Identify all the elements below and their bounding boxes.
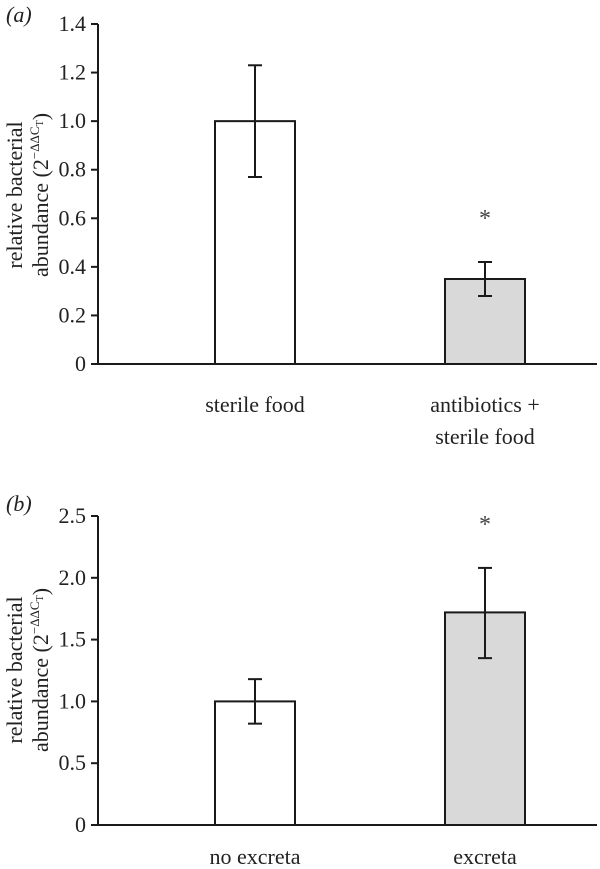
panel-b-significance-marker: * bbox=[479, 512, 491, 538]
panel-b-tick-label: 1.5 bbox=[59, 627, 87, 652]
panel-a-y-axis-label: relative bacterial abundance (2−ΔΔCT) bbox=[2, 113, 53, 277]
panel-b-tick-label: 0.5 bbox=[59, 750, 87, 775]
panel-b-category-label: excreta bbox=[453, 844, 517, 869]
panel-b-category-labels: no excreta excreta bbox=[210, 844, 517, 869]
panel-a-category-label: sterile food bbox=[205, 392, 305, 417]
panel-a-ylabel-line1: relative bacterial bbox=[2, 121, 27, 268]
panel-b-tick-label: 2.5 bbox=[59, 503, 87, 528]
panel-a-tick-label: 0.2 bbox=[59, 302, 87, 327]
panel-a-ylabel-line2: abundance (2−ΔΔCT) bbox=[27, 113, 53, 277]
panel-a-tick-label: 1.0 bbox=[59, 108, 87, 133]
panel-a-tick-label: 0 bbox=[75, 351, 86, 376]
panel-a-tick-label: 0.6 bbox=[59, 205, 87, 230]
panel-b-y-ticks: 0 0.5 1.0 1.5 2.0 2.5 bbox=[59, 503, 98, 837]
panel-a-category-label: sterile food bbox=[435, 424, 535, 449]
panel-a-label: (a) bbox=[6, 2, 32, 27]
panel-a-significance-marker: * bbox=[479, 206, 491, 232]
panel-a-y-ticks: 0 0.2 0.4 0.6 0.8 1.0 1.2 1.4 bbox=[59, 11, 98, 376]
panel-b-category-label: no excreta bbox=[210, 844, 301, 869]
panel-b-tick-label: 2.0 bbox=[59, 565, 87, 590]
panel-a-bars: * bbox=[214, 64, 526, 366]
panel-b-tick-label: 0 bbox=[75, 812, 86, 837]
panel-b-label: (b) bbox=[6, 491, 32, 516]
panel-a-category-labels: sterile food antibiotics + sterile food bbox=[205, 392, 540, 449]
panel-b-ylabel-line1: relative bacterial bbox=[2, 596, 27, 743]
panel-a-tick-label: 0.4 bbox=[59, 254, 87, 279]
panel-b-y-axis-label: relative bacterial abundance (2−ΔΔCT) bbox=[2, 588, 53, 752]
panel-a-tick-label: 0.8 bbox=[59, 157, 87, 182]
panel-b-bar-chart: (b) relative bacterial abundance (2−ΔΔCT… bbox=[2, 491, 597, 869]
panel-b-tick-label: 1.0 bbox=[59, 688, 87, 713]
panel-a-bar-chart: (a) relative bacterial abundance (2−ΔΔCT… bbox=[2, 2, 597, 449]
panel-a-category-label: antibiotics + bbox=[430, 392, 540, 417]
panel-a-tick-label: 1.4 bbox=[59, 11, 87, 36]
panel-b-bars: * bbox=[214, 512, 526, 827]
panel-b-ylabel-line2: abundance (2−ΔΔCT) bbox=[27, 588, 53, 752]
panel-a-tick-label: 1.2 bbox=[59, 60, 87, 85]
